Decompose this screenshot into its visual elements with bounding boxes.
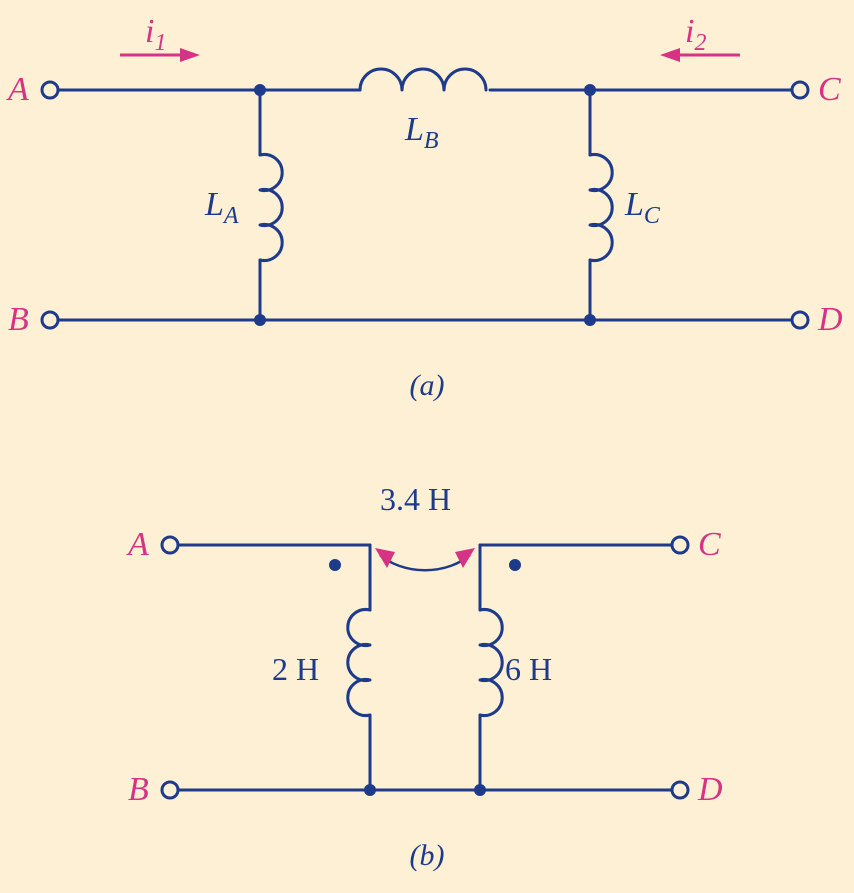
value-mutual: 3.4 H (380, 481, 451, 517)
inductor-lb (360, 69, 486, 90)
terminal-a (42, 82, 58, 98)
label-lc: LC (624, 186, 661, 229)
label-b2: B (128, 771, 149, 808)
label-a2: A (126, 526, 149, 563)
caption-a: (a) (410, 369, 445, 402)
label-la: LA (204, 186, 239, 229)
label-c: C (818, 71, 841, 108)
caption-b: (b) (410, 839, 445, 872)
figure-b: A B C D 2 H 6 H 3.4 H (b) (126, 481, 723, 872)
dot-l1 (329, 559, 341, 571)
label-d: D (817, 301, 843, 338)
label-i2: i2 (685, 13, 706, 56)
mutual-coupling-arc (375, 548, 475, 570)
dot-l2 (509, 559, 521, 571)
terminal-c-b (672, 537, 688, 553)
inductor-l2 (480, 609, 502, 715)
inductor-l1 (348, 609, 370, 715)
label-b: B (8, 301, 29, 338)
label-a: A (6, 71, 29, 108)
inductor-la (260, 154, 282, 260)
terminal-b-b (162, 782, 178, 798)
terminal-d-b (672, 782, 688, 798)
label-d2: D (697, 771, 723, 808)
label-c2: C (698, 526, 721, 563)
label-i1: i1 (145, 13, 166, 56)
circuit-diagram: A B C D i1 i2 LA LB LC (a) (0, 0, 854, 893)
label-lb: LB (404, 111, 439, 154)
terminal-d (792, 312, 808, 328)
terminal-b (42, 312, 58, 328)
value-l1: 2 H (272, 651, 319, 687)
terminal-a-b (162, 537, 178, 553)
figure-a: A B C D i1 i2 LA LB LC (a) (6, 13, 843, 402)
terminal-c (792, 82, 808, 98)
inductor-lc (590, 155, 612, 261)
value-l2: 6 H (505, 651, 552, 687)
